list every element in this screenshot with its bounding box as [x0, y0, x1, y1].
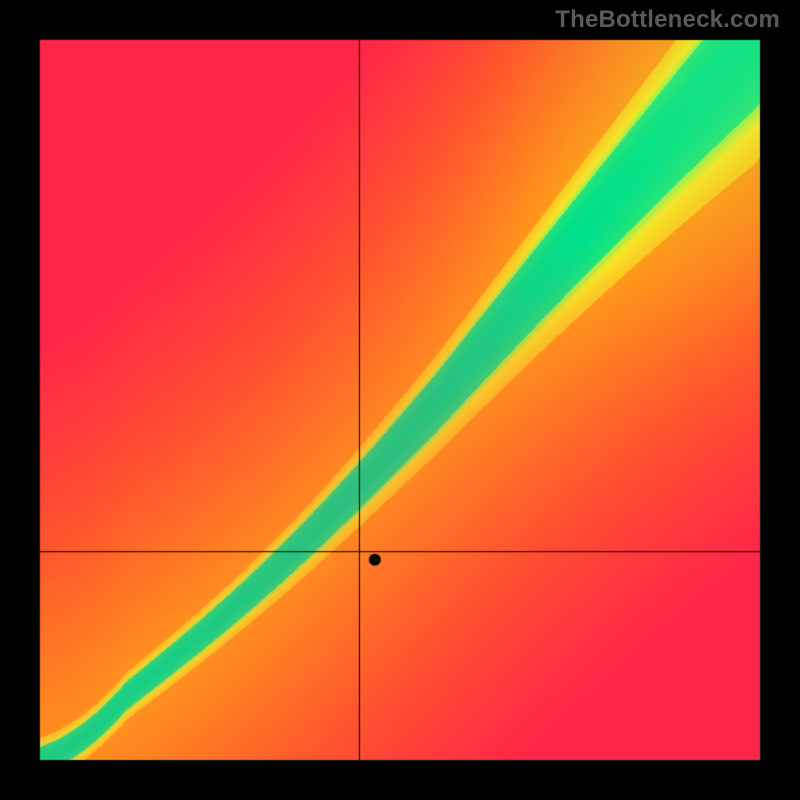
- watermark-text: TheBottleneck.com: [555, 6, 780, 34]
- frame-overlay-canvas: [0, 0, 800, 800]
